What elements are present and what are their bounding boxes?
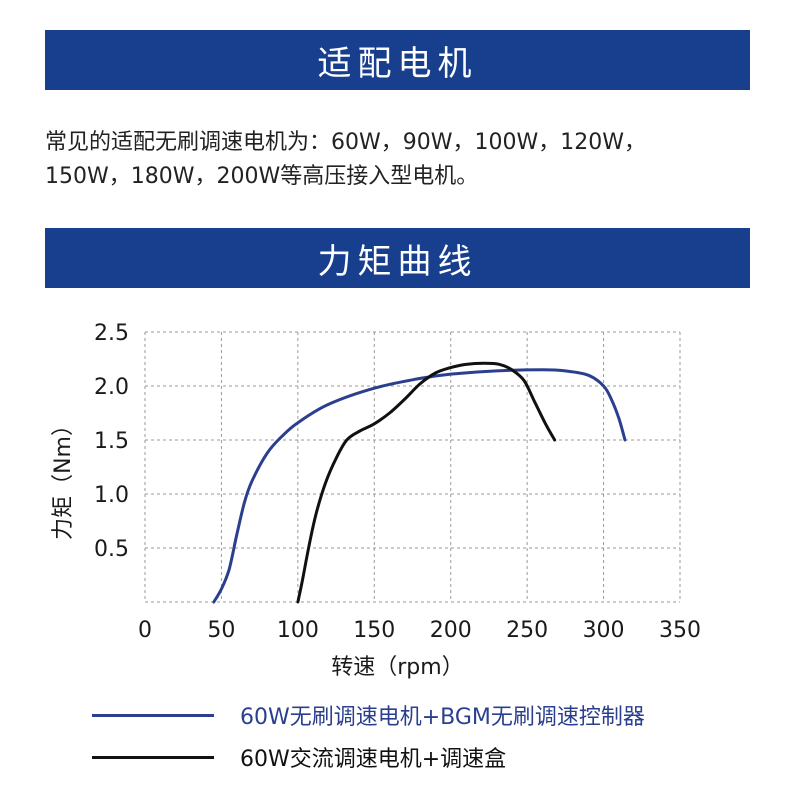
x-tick-label: 0 [138,618,152,643]
y-tick-label: 0.5 [94,537,129,562]
description-line: 150W，180W，200W等高压接入型电机。 [45,164,479,189]
legend-label: 60W无刷调速电机+BGM无刷调速控制器 [240,705,645,730]
legend-swatch-blue [92,713,214,717]
x-tick-label: 150 [353,618,395,643]
x-tick-label: 350 [659,618,701,643]
x-axis-label: 转速（rpm） [331,655,463,680]
y-tick-label: 2.0 [94,375,129,400]
series-line-bgm [212,368,627,604]
section-banner-adapted-motor: 适配电机 [45,30,750,90]
x-tick-label: 250 [506,618,548,643]
section-title: 力矩曲线 [317,241,478,282]
x-tick-label: 300 [583,618,625,643]
legend-item-ac: 60W交流调速电机+调速盒 [92,742,506,772]
x-tick-label: 100 [277,618,319,643]
section-banner-torque-curve: 力矩曲线 [45,228,750,288]
y-tick-label: 1.5 [94,429,129,454]
x-tick-label: 50 [207,618,235,643]
section-title: 适配电机 [317,43,478,84]
legend-item-bgm: 60W无刷调速电机+BGM无刷调速控制器 [92,700,645,730]
description-line: 常见的适配无刷调速电机为：60W，90W，100W，120W， [45,130,646,155]
legend-swatch-black [92,755,214,759]
y-axis-label: 力矩（Nm） [51,414,76,540]
series-line-ac [296,361,557,604]
y-tick-label: 1.0 [94,483,129,508]
legend-label: 60W交流调速电机+调速盒 [240,747,507,772]
torque-chart: 0 50 100 150 200 250 300 350 0.5 1.0 1.5 2.0 2.5 转速（r… [51,321,701,680]
description-paragraph: 常见的适配无刷调速电机为：60W，90W，100W，120W， 150W，180… [45,126,765,194]
x-tick-label: 200 [430,618,472,643]
y-tick-label: 2.5 [94,321,129,346]
